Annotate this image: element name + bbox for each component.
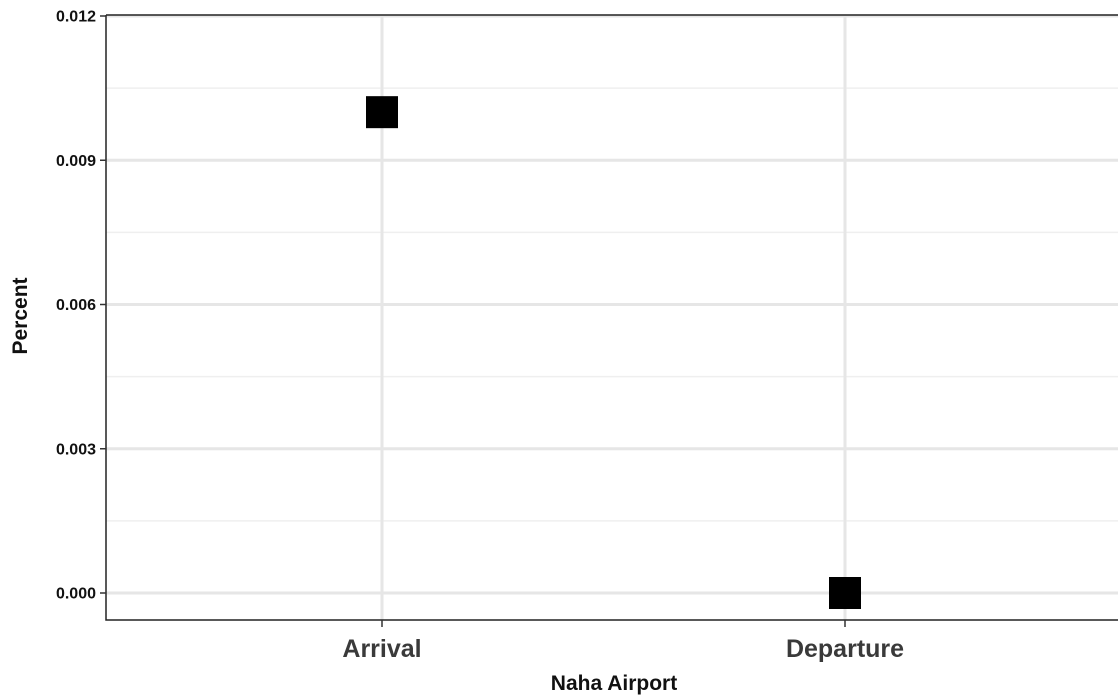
data-points xyxy=(366,96,861,609)
axis-line xyxy=(105,15,1118,621)
x-tick-label: Departure xyxy=(786,635,904,663)
y-tick-label: 0.000 xyxy=(56,586,96,603)
y-tick-label: 0.012 xyxy=(56,9,96,26)
x-axis-title: Naha Airport xyxy=(551,672,677,695)
grid xyxy=(106,14,1118,620)
y-axis-title: Percent xyxy=(9,277,32,354)
data-point-departure xyxy=(829,577,861,609)
data-point-arrival xyxy=(366,96,398,129)
axes xyxy=(100,14,1118,627)
y-tick-label: 0.003 xyxy=(56,441,96,458)
tick-labels: 0.000 0.003 0.006 0.009 0.012 Arrival Departur… xyxy=(56,9,904,664)
y-tick-label: 0.009 xyxy=(56,153,96,170)
y-tick-label: 0.006 xyxy=(56,297,96,314)
x-tick-label: Arrival xyxy=(342,635,421,663)
